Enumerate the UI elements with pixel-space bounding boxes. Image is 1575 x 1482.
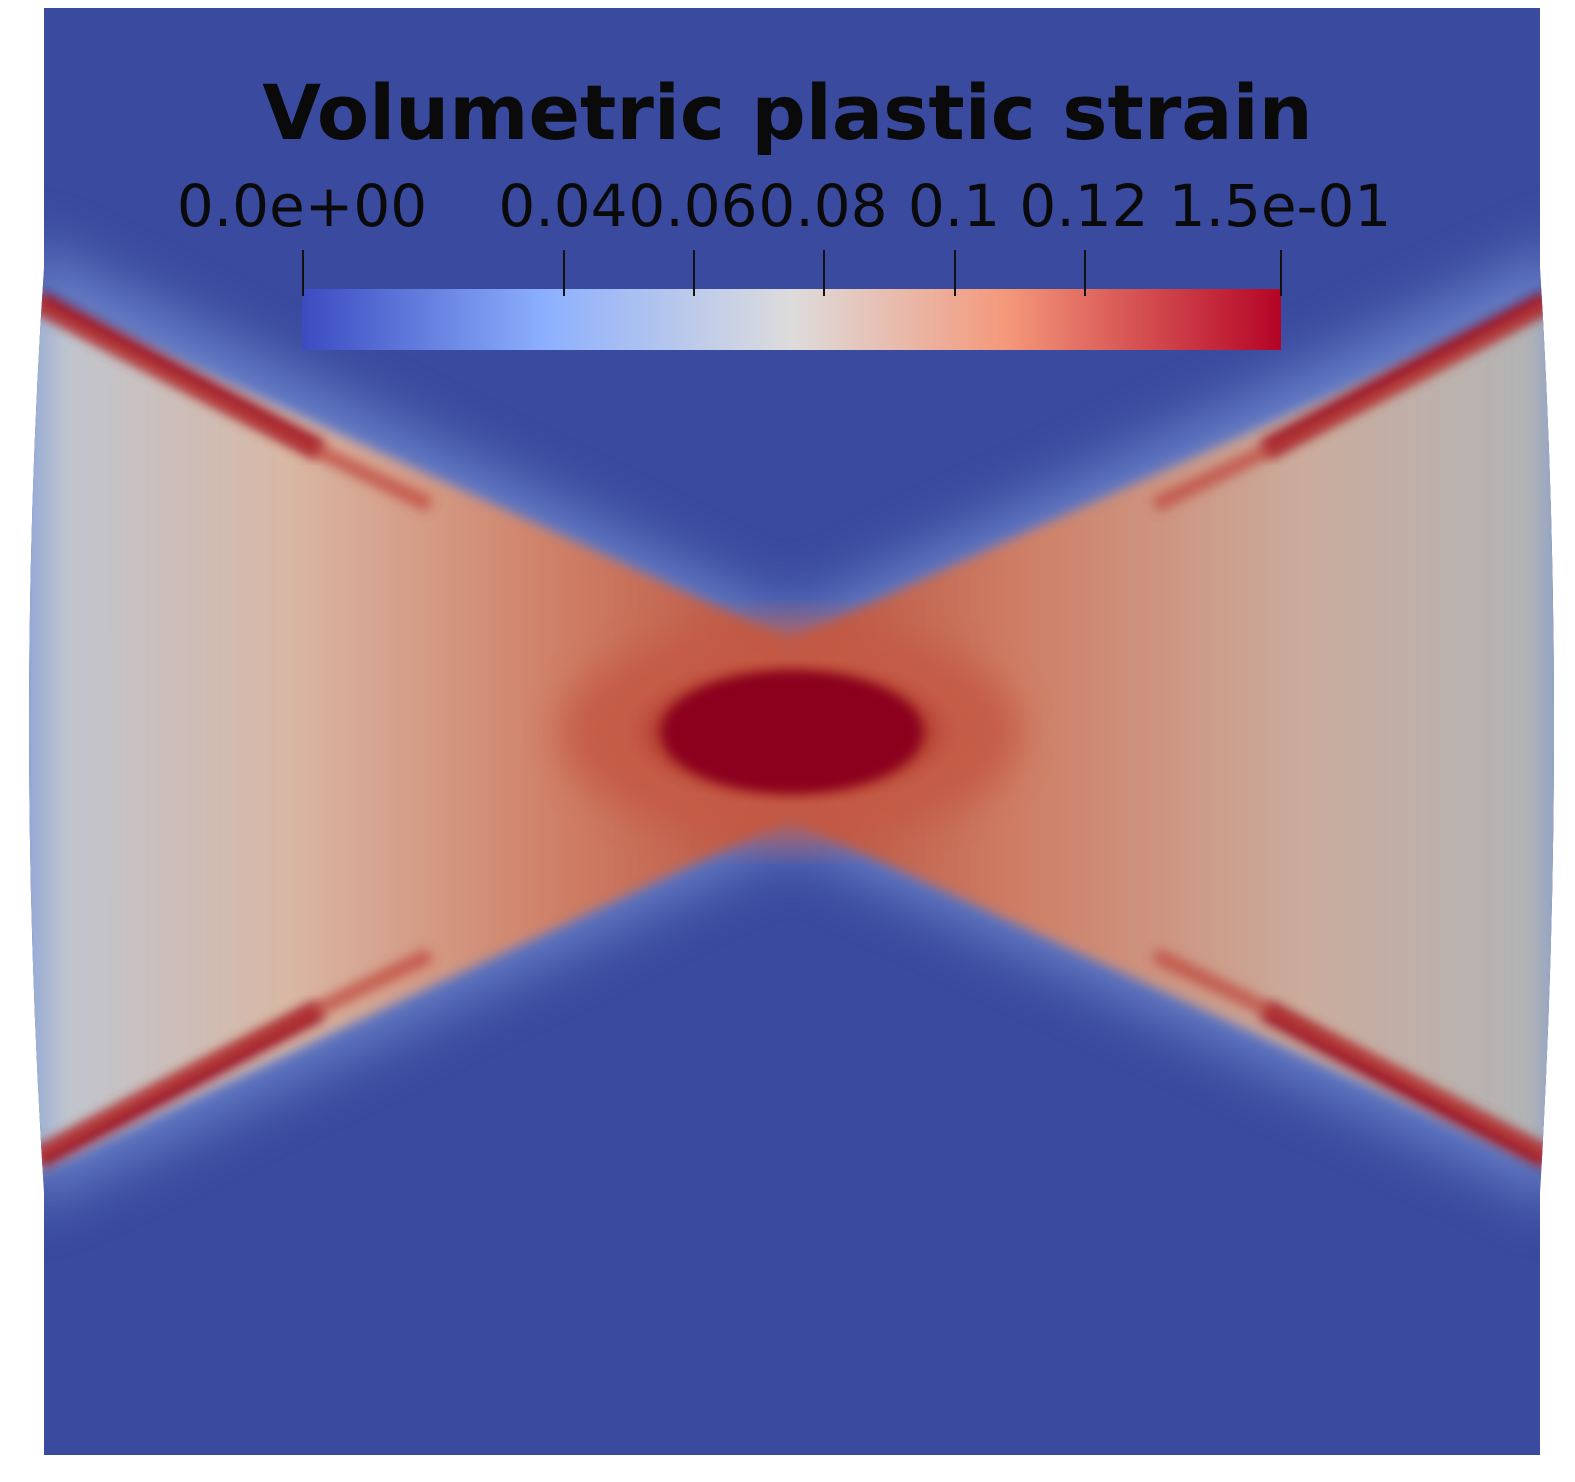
tick-label-5: 0.12: [1019, 172, 1149, 240]
tick-mark-2: [693, 250, 695, 296]
tick-mark-1: [563, 250, 565, 296]
tick-mark-0: [302, 250, 304, 296]
tick-mark-5: [1084, 250, 1086, 296]
tick-mark-4: [954, 250, 956, 296]
tick-mark-6: [1280, 250, 1282, 296]
colorbar: [302, 289, 1281, 350]
tick-label-3: 0.08: [758, 172, 888, 240]
tick-label-4: 0.1: [907, 172, 1001, 240]
tick-label-1: 0.04: [498, 172, 628, 240]
tick-label-0: 0.0e+00: [176, 172, 428, 240]
legend-title: Volumetric plastic strain: [262, 68, 1313, 157]
tick-label-6: 1.5e-01: [1168, 172, 1392, 240]
tick-mark-3: [823, 250, 825, 296]
tick-label-2: 0.06: [628, 172, 758, 240]
